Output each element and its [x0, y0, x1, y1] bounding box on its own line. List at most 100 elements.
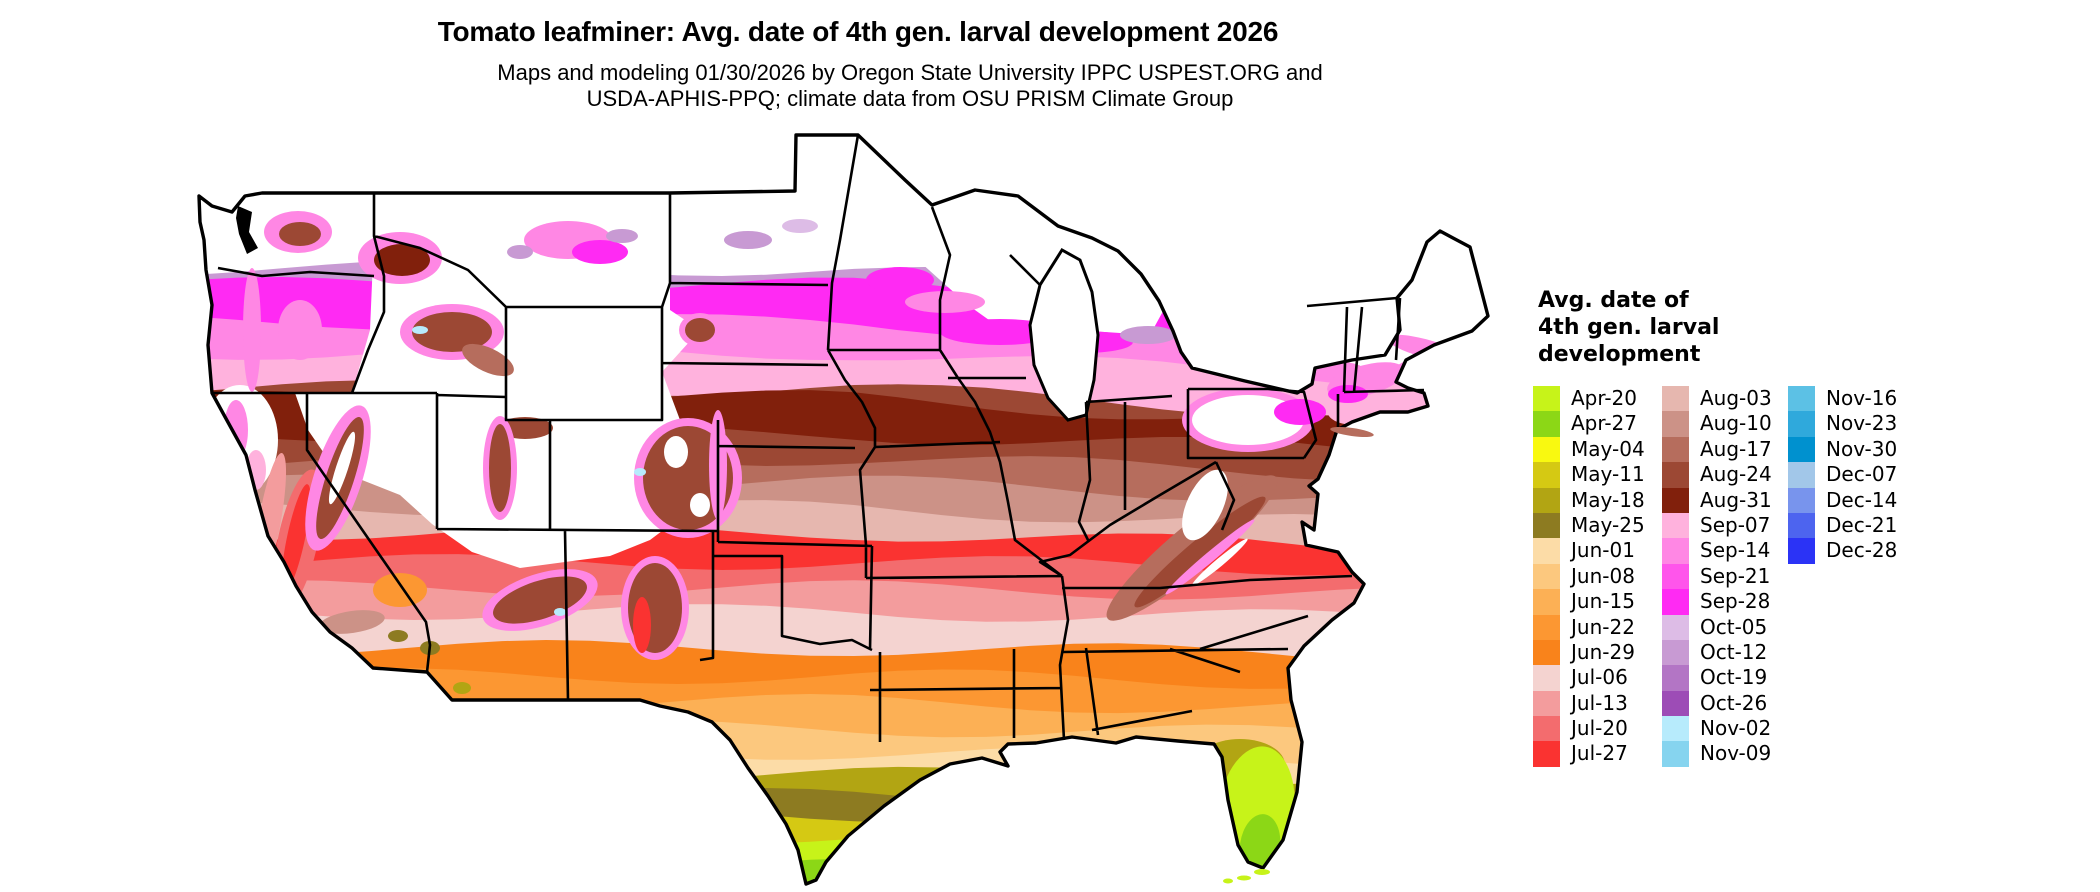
legend-row: Aug-03: [1662, 386, 1772, 412]
page-title: Tomato leafminer: Avg. date of 4th gen. …: [437, 16, 1279, 47]
colorado-white2: [690, 493, 710, 517]
legend-label: Aug-24: [1700, 462, 1772, 487]
map-region-overlays: [224, 211, 1469, 878]
legend-label: Jun-08: [1571, 563, 1635, 588]
legend-label: Jul-13: [1571, 690, 1628, 715]
legend-swatch: [1533, 411, 1560, 437]
legend-row: Oct-26: [1662, 690, 1772, 717]
legend-swatch: [1662, 487, 1689, 513]
legend-label: Oct-12: [1700, 639, 1768, 664]
legend-label: May-04: [1571, 436, 1645, 461]
legend-row: Sep-07: [1662, 512, 1772, 539]
mt-magenta2: [572, 240, 628, 264]
legend-row: Oct-12: [1662, 639, 1772, 666]
nodata-northeast: [1270, 232, 1488, 374]
legend-swatch: [1662, 462, 1689, 488]
legend-label: Nov-30: [1826, 436, 1898, 461]
legend-row: Aug-10: [1662, 411, 1772, 437]
legend-label: Jul-06: [1571, 665, 1628, 690]
legend-row: Jun-01: [1533, 538, 1645, 564]
legend-label: Oct-26: [1700, 690, 1768, 715]
nodata-west: [295, 193, 700, 568]
legend-swatch: [1788, 512, 1815, 539]
legend-label: Sep-28: [1700, 589, 1771, 614]
vegas-orange: [373, 573, 427, 607]
legend-swatch: [1533, 639, 1560, 666]
page-subtitle: Maps and modeling 01/30/2026 by Oregon S…: [60, 60, 1760, 112]
legend-swatch: [1662, 741, 1689, 767]
legend-swatch: [1662, 665, 1689, 691]
map-fill-layer: [199, 135, 1488, 884]
legend-swatch: [1533, 487, 1560, 513]
legend-row: Aug-17: [1662, 436, 1772, 463]
legend-row: Apr-27: [1533, 411, 1645, 437]
legend-swatch: [1662, 538, 1689, 564]
long-island: [1330, 426, 1374, 438]
legend-title-line-2: 4th gen. larval: [1538, 315, 1720, 340]
legend-swatch: [1533, 462, 1560, 488]
legend-row: Jun-29: [1533, 639, 1645, 666]
legend-label: Nov-09: [1700, 741, 1772, 766]
legend-label: Jun-29: [1571, 639, 1635, 664]
legend-label: Dec-14: [1826, 487, 1898, 512]
or-blue-mtns-fringe: [278, 300, 322, 360]
legend-row: Jun-08: [1533, 563, 1645, 590]
legend-swatch: [1533, 589, 1560, 615]
se-idaho-brown: [462, 343, 514, 377]
legend-label: Jun-22: [1571, 614, 1635, 639]
appalachia-brown: [1134, 496, 1266, 608]
legend-row: Jul-13: [1533, 690, 1645, 717]
legend-label: Dec-28: [1826, 538, 1898, 563]
az-olive2: [453, 682, 471, 694]
legend-swatch: [1533, 690, 1560, 717]
legend-swatch: [1662, 690, 1689, 717]
legend-label: Aug-17: [1700, 436, 1772, 461]
legend-swatch: [1533, 386, 1560, 412]
legend-row: Nov-23: [1788, 411, 1897, 437]
florida-keys-1: [1254, 869, 1270, 875]
fringe-mn: [866, 267, 934, 293]
legend-label: Sep-14: [1700, 538, 1771, 563]
legend-swatch: [1533, 741, 1560, 767]
legend-label: Jul-20: [1571, 716, 1628, 741]
legend-column-1: Apr-20 Apr-27 May-04 May-11 May-18 May-25 Jun-…: [1533, 386, 1645, 767]
legend-label: Aug-03: [1700, 386, 1772, 410]
legend-row: Aug-31: [1662, 487, 1772, 513]
legend-row: Nov-09: [1662, 741, 1772, 767]
legend-row: Jul-27: [1533, 741, 1645, 767]
legend-row: Jul-20: [1533, 716, 1645, 742]
mogollon-brown: [493, 576, 587, 624]
nd-lavender1: [724, 231, 772, 249]
legend-row: Sep-28: [1662, 589, 1772, 615]
legend-swatch: [1533, 436, 1560, 463]
sawtooth-brown: [412, 312, 492, 352]
legend-row: Dec-28: [1788, 538, 1898, 564]
legend-swatch: [1533, 538, 1560, 564]
legend-label: Nov-16: [1826, 386, 1898, 410]
us-outline: [197, 133, 1490, 886]
legend-swatch: [1662, 589, 1689, 615]
legend-row: Jun-15: [1533, 589, 1645, 615]
legend-label: Sep-07: [1700, 512, 1771, 537]
appalachia-pink-streak: [1165, 519, 1255, 595]
legend-label: Dec-21: [1826, 512, 1898, 537]
fringe-mi2: [1120, 326, 1176, 344]
legend-row: Oct-19: [1662, 665, 1772, 691]
puget-sound: [236, 206, 258, 254]
legend-swatch: [1533, 716, 1560, 742]
legend-label: Aug-10: [1700, 411, 1772, 436]
legend-swatch: [1662, 614, 1689, 640]
appalachia-white-streak: [1192, 538, 1248, 586]
nm-red-streak: [633, 597, 651, 653]
legend-row: Dec-21: [1788, 512, 1898, 539]
legend-swatch: [1662, 411, 1689, 437]
legend-swatch: [1788, 411, 1815, 437]
wv-white: [1182, 469, 1228, 541]
legend-label: Sep-21: [1700, 563, 1771, 588]
subtitle-line-2: USDA-APHIS-PPQ; climate data from OSU PR…: [586, 86, 1234, 111]
legend-swatch: [1788, 386, 1815, 412]
legend-label: Jul-27: [1571, 741, 1628, 766]
legend-swatch: [1662, 639, 1689, 666]
legend-swatch: [1533, 563, 1560, 590]
